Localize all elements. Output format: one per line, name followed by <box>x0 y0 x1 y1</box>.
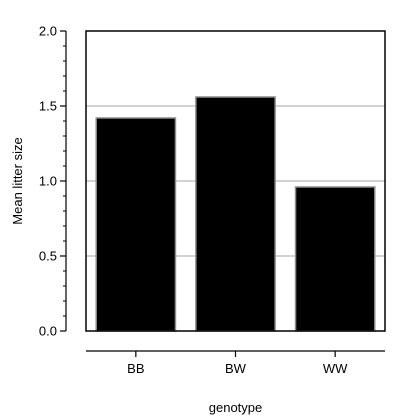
plot-frame <box>85 30 386 332</box>
bar-bw <box>195 96 276 332</box>
bar-ww <box>294 186 376 332</box>
bars <box>95 96 376 332</box>
y-tick-label: 2.0 <box>39 24 57 39</box>
x-tick-label: WW <box>323 361 348 376</box>
x-tick-label: BW <box>225 361 247 376</box>
y-tick-label: 1.0 <box>39 174 57 189</box>
x-axis: BB BW WW <box>86 350 385 376</box>
y-tick-label: 1.5 <box>39 99 57 114</box>
bar-bb <box>95 117 177 332</box>
y-axis-title: Mean litter size <box>10 137 25 224</box>
x-axis-title: genotype <box>209 400 263 415</box>
y-tick-label: 0.0 <box>39 324 57 339</box>
x-tick-label: BB <box>127 361 144 376</box>
y-axis: 0.0 0.5 1.0 1.5 2.0 <box>39 24 67 339</box>
y-tick-label: 0.5 <box>39 249 57 264</box>
